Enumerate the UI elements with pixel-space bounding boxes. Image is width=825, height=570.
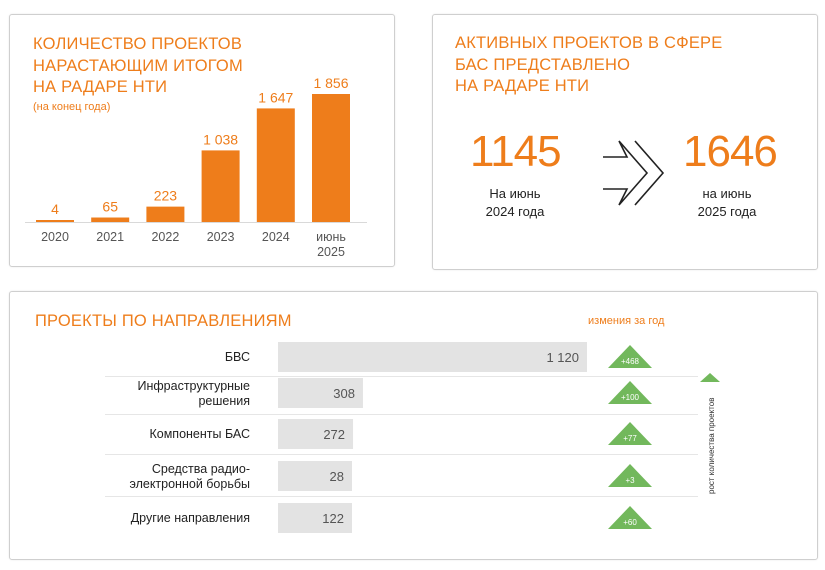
bar-value-label: 65 [102, 199, 118, 215]
category-label: Средства радио- [152, 462, 250, 476]
category-label: решения [198, 394, 250, 408]
bar [91, 217, 130, 222]
growth-triangle-icon [608, 345, 652, 368]
category-label: 2022 [151, 230, 179, 244]
bar [278, 378, 363, 408]
caption-line: 2024 года [485, 204, 545, 219]
active-projects-title: АКТИВНЫХ ПРОЕКТОВ В СФЕРЕ БАС ПРЕДСТАВЛЕ… [455, 33, 722, 98]
bar [201, 150, 240, 222]
active-projects-panel: АКТИВНЫХ ПРОЕКТОВ В СФЕРЕ БАС ПРЕДСТАВЛЕ… [432, 14, 818, 270]
category-label: 2024 [262, 230, 290, 244]
bar-value-label: 223 [154, 188, 178, 204]
cumulative-chart-subtitle: (на конец года) [33, 101, 111, 113]
bar [146, 206, 185, 222]
bar-value-label: 272 [323, 427, 345, 442]
title-line: НА РАДАРЕ НТИ [33, 78, 168, 96]
change-label: +468 [621, 357, 640, 366]
category-label: Компоненты БАС [149, 427, 250, 441]
bar-value-label: 1 856 [313, 75, 348, 91]
bar [36, 220, 74, 222]
bar-value-label: 308 [333, 386, 355, 401]
bar-value-label: 28 [330, 469, 344, 484]
growth-triangle-icon [608, 422, 652, 445]
change-label: +77 [623, 434, 637, 443]
category-label: 2021 [96, 230, 124, 244]
caption-june-2024: На июнь 2024 года [469, 185, 561, 221]
title-line: НАРАСТАЮЩИМ ИТОГОМ [33, 56, 243, 75]
bar [278, 342, 587, 372]
category-label: 2020 [41, 230, 69, 244]
directions-title: ПРОЕКТЫ ПО НАПРАВЛЕНИЯМ [35, 312, 292, 330]
bar [312, 94, 350, 222]
change-header: измения за год [588, 315, 665, 327]
value-june-2025: 1646 [683, 127, 778, 176]
category-label: Инфраструктурные [138, 379, 251, 393]
title-line: НА РАДАРЕ НТИ [455, 77, 590, 95]
category-label: БВС [225, 350, 250, 364]
category-label: электронной борьбы [129, 477, 250, 491]
cumulative-chart-title: КОЛИЧЕСТВО ПРОЕКТОВ НАРАСТАЮЩИМ ИТОГОМ Н… [33, 34, 243, 99]
bar-value-label: 1 038 [203, 131, 238, 147]
bar-value-label: 122 [322, 511, 344, 526]
cumulative-bar-chart: 4 2020 65 2021 223 2022 1 038 2023 1 647 2024 1 85… [25, 75, 367, 259]
double-arrow-icon [603, 140, 665, 206]
growth-triangle-icon [608, 506, 652, 529]
growth-arrow-icon [700, 373, 720, 382]
change-label: +3 [625, 476, 635, 485]
growth-triangle-icon [608, 464, 652, 487]
title-line: АКТИВНЫХ ПРОЕКТОВ В СФЕРЕ [455, 34, 723, 52]
cumulative-projects-panel: КОЛИЧЕСТВО ПРОЕКТОВ НАРАСТАЮЩИМ ИТОГОМ Н… [9, 14, 395, 267]
bar [278, 461, 352, 491]
caption-june-2025: на июнь 2025 года [681, 185, 773, 221]
side-label: рост количества проектов [707, 397, 716, 494]
directions-panel: ПРОЕКТЫ ПО НАПРАВЛЕНИЯМ измения за год 1… [9, 291, 818, 560]
category-label: июнь [316, 230, 346, 244]
title-line: КОЛИЧЕСТВО ПРОЕКТОВ [33, 35, 243, 53]
category-label: Другие направления [131, 511, 250, 525]
caption-line: На июнь [489, 186, 541, 201]
caption-line: на июнь [702, 186, 752, 201]
caption-line: 2025 года [697, 204, 757, 219]
bar [256, 108, 295, 222]
value-june-2024: 1145 [470, 127, 562, 176]
bar [278, 419, 354, 449]
change-label: +60 [623, 518, 637, 527]
growth-triangle-icon [608, 381, 652, 404]
category-label: 2025 [317, 245, 345, 259]
title-line: БАС ПРЕДСТАВЛЕНО [455, 55, 631, 74]
bar-value-label: 1 647 [258, 89, 293, 105]
change-label: +100 [621, 393, 640, 402]
bar [278, 503, 352, 533]
category-label: 2023 [207, 230, 235, 244]
bar-value-label: 1 120 [546, 350, 579, 365]
bar-value-label: 4 [51, 201, 59, 217]
